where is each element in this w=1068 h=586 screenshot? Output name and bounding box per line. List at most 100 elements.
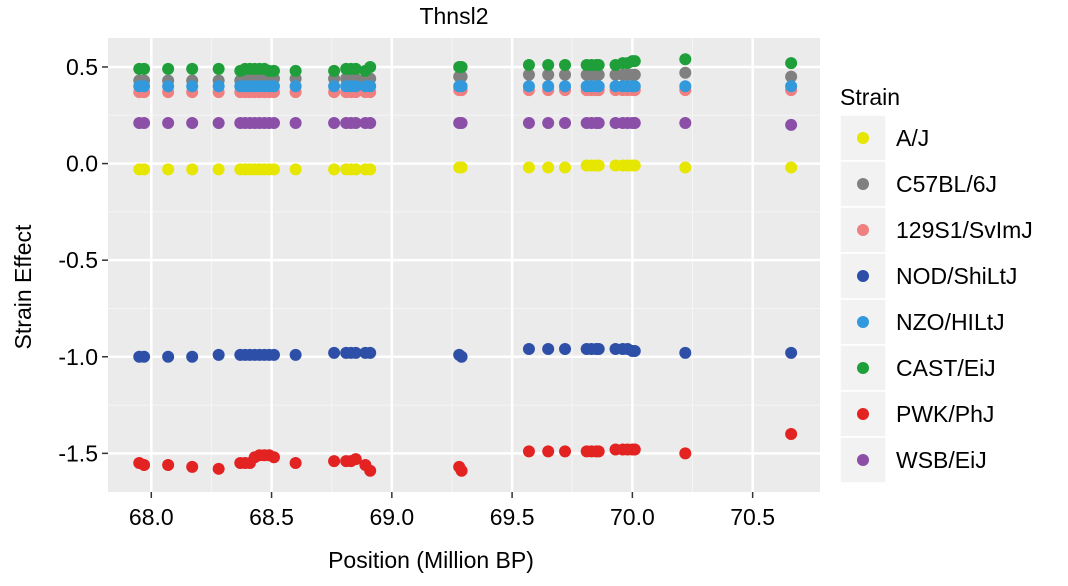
data-point xyxy=(628,55,641,68)
data-point xyxy=(349,346,362,359)
data-point xyxy=(328,163,341,176)
data-point xyxy=(455,161,468,174)
legend-item: A/J xyxy=(839,114,929,162)
data-point xyxy=(138,62,151,75)
panel-background xyxy=(108,38,820,492)
data-point xyxy=(349,62,362,75)
data-point xyxy=(364,80,377,93)
legend-item: PWK/PhJ xyxy=(839,390,994,438)
legend-label: PWK/PhJ xyxy=(896,401,994,427)
data-point xyxy=(592,59,605,72)
legend-item: C57BL/6J xyxy=(839,160,997,208)
data-point xyxy=(679,80,692,93)
legend-label: A/J xyxy=(896,125,929,151)
data-point xyxy=(364,346,377,359)
data-point xyxy=(785,80,798,93)
y-tick-label: 0.5 xyxy=(66,54,98,80)
data-point xyxy=(267,80,280,93)
data-point xyxy=(267,451,280,464)
data-point xyxy=(212,348,225,361)
series-pwk-phj xyxy=(133,428,798,477)
data-point xyxy=(162,163,175,176)
data-point xyxy=(186,80,199,93)
data-point xyxy=(289,117,302,130)
data-point xyxy=(267,117,280,130)
data-point xyxy=(455,70,468,83)
x-tick-label: 68.5 xyxy=(249,504,294,530)
data-point xyxy=(328,64,341,77)
data-point xyxy=(559,343,572,356)
legend-label: NZO/HILtJ xyxy=(896,309,1005,335)
data-point xyxy=(559,445,572,458)
y-tick-label: 0.0 xyxy=(66,151,98,177)
data-point xyxy=(186,117,199,130)
data-point xyxy=(628,80,641,93)
data-point xyxy=(785,346,798,359)
data-point xyxy=(289,457,302,470)
y-axis-label: Strain Effect xyxy=(10,224,36,349)
data-point xyxy=(542,343,555,356)
data-point xyxy=(328,455,341,468)
data-point xyxy=(186,62,199,75)
legend-marker xyxy=(857,224,869,236)
data-point xyxy=(455,350,468,363)
legend-item: 129S1/SvImJ xyxy=(839,206,1033,254)
legend-title: Strain xyxy=(840,84,900,110)
legend-marker xyxy=(857,362,869,374)
data-point xyxy=(289,163,302,176)
data-point xyxy=(559,68,572,81)
data-point xyxy=(592,80,605,93)
y-tick-label: -0.5 xyxy=(58,247,98,273)
data-point xyxy=(138,80,151,93)
legend-item: NOD/ShiLtJ xyxy=(839,252,1017,300)
data-point xyxy=(522,59,535,72)
data-point xyxy=(267,64,280,77)
data-point xyxy=(186,163,199,176)
series-cast-eij xyxy=(133,53,798,77)
plot-panel xyxy=(108,38,820,492)
data-point xyxy=(522,68,535,81)
data-point xyxy=(679,447,692,460)
data-point xyxy=(186,350,199,363)
data-point xyxy=(592,445,605,458)
data-point xyxy=(785,161,798,174)
data-point xyxy=(212,163,225,176)
data-point xyxy=(522,445,535,458)
data-point xyxy=(785,57,798,70)
x-axis-label: Position (Million BP) xyxy=(328,547,534,573)
data-point xyxy=(349,80,362,93)
legend-item: CAST/EiJ xyxy=(839,344,996,392)
data-point xyxy=(162,80,175,93)
data-point xyxy=(186,460,199,473)
data-point xyxy=(628,443,641,456)
legend-label: 129S1/SvImJ xyxy=(896,217,1033,243)
x-axis: 68.0 68.5 69.0 69.5 70.0 70.5 xyxy=(129,492,775,530)
data-point xyxy=(138,458,151,471)
data-point xyxy=(267,163,280,176)
data-point xyxy=(212,80,225,93)
data-point xyxy=(679,161,692,174)
data-point xyxy=(364,117,377,130)
data-points xyxy=(133,53,798,477)
data-point xyxy=(559,161,572,174)
legend-marker xyxy=(857,270,869,282)
data-point xyxy=(592,343,605,356)
legend-marker xyxy=(857,454,869,466)
legend-label: WSB/EiJ xyxy=(896,447,987,473)
legend-marker xyxy=(857,178,869,190)
series-a-j xyxy=(133,159,798,176)
data-point xyxy=(522,161,535,174)
data-point xyxy=(349,453,362,466)
data-point xyxy=(542,59,555,72)
data-point xyxy=(522,343,535,356)
x-tick-label: 70.0 xyxy=(610,504,655,530)
data-point xyxy=(349,163,362,176)
data-point xyxy=(328,80,341,93)
data-point xyxy=(138,117,151,130)
data-point xyxy=(679,346,692,359)
data-point xyxy=(679,117,692,130)
data-point xyxy=(592,159,605,172)
series-wsb-eij xyxy=(133,117,798,131)
data-point xyxy=(679,66,692,79)
